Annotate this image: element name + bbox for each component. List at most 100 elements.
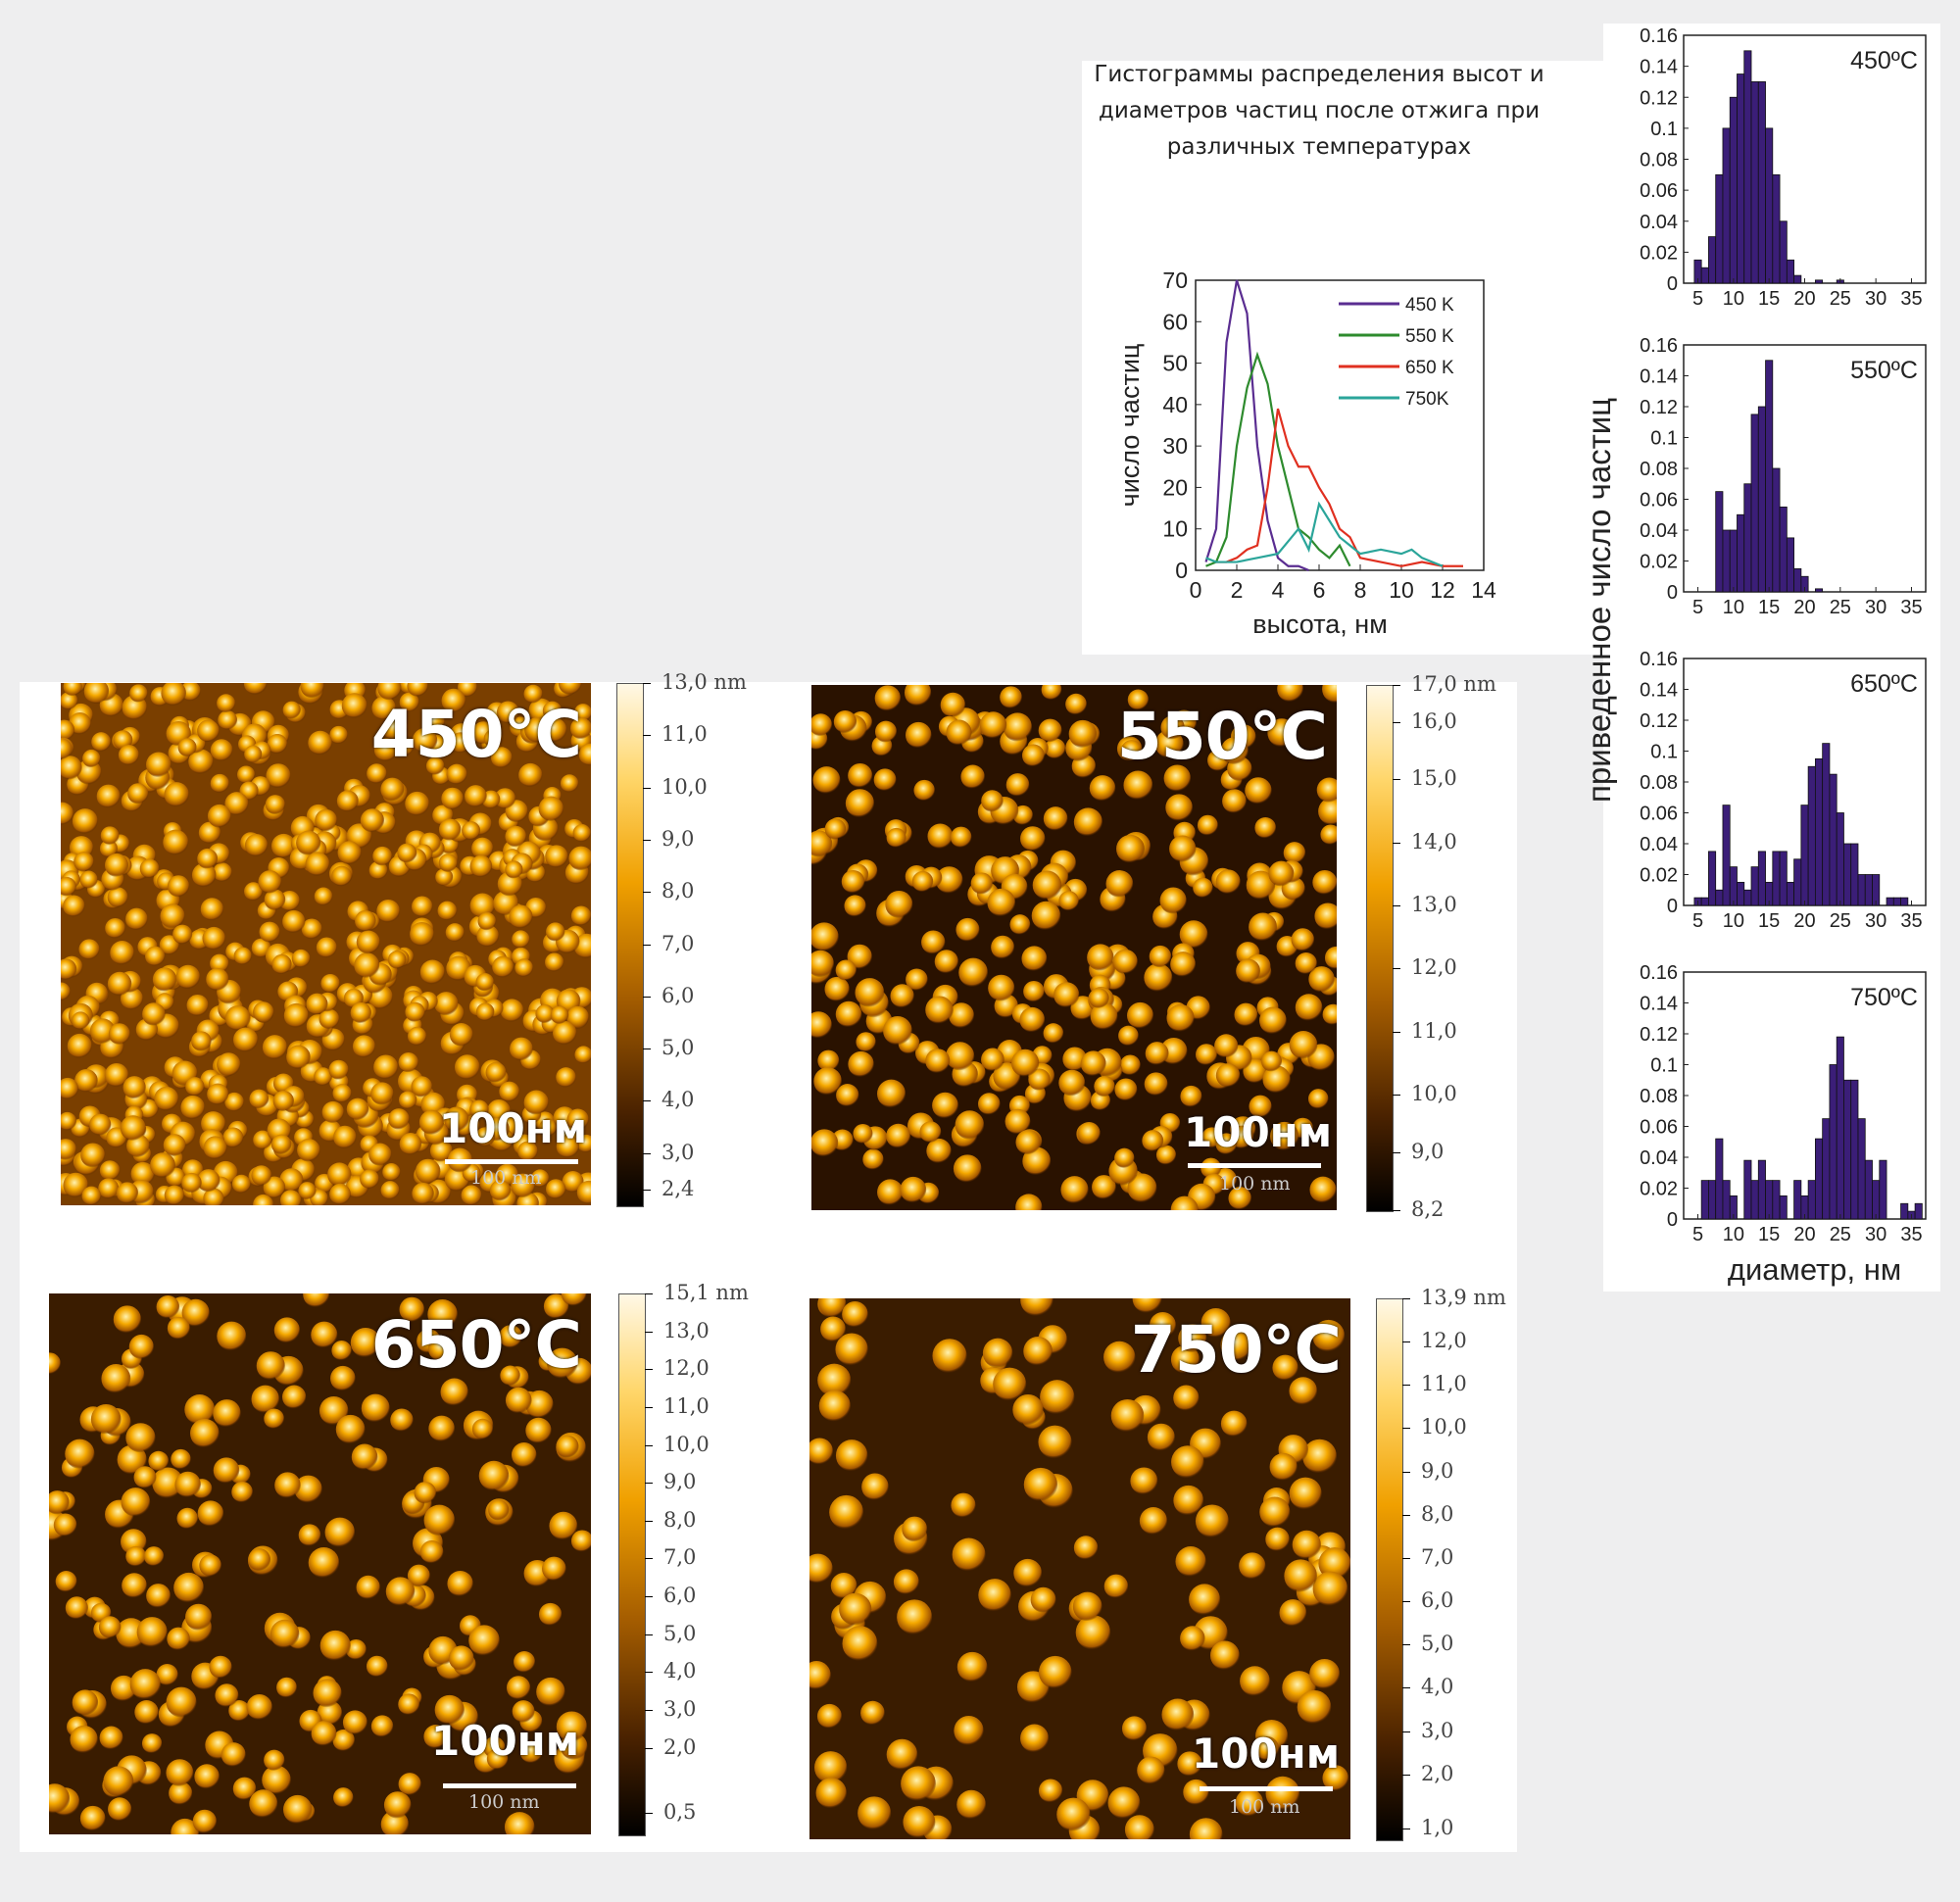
y-tick-label: 0.1 (1650, 119, 1678, 140)
particle (1180, 1626, 1205, 1651)
particle (862, 1148, 884, 1170)
particle (556, 1435, 579, 1458)
particle (167, 1627, 190, 1651)
particle (925, 996, 954, 1024)
y-tick-label: 0.1 (1650, 1055, 1678, 1077)
y-tick-label: 0.08 (1640, 459, 1678, 480)
particle (294, 1475, 322, 1503)
colorbar-label: 2,0 (663, 1734, 697, 1759)
particle (919, 1121, 942, 1144)
particle (853, 1123, 873, 1145)
particle (428, 1336, 454, 1362)
particle (1220, 1410, 1248, 1438)
colorbar-tick (1402, 1471, 1410, 1473)
hist-bar (1793, 567, 1802, 593)
particle (423, 1725, 448, 1749)
particle (524, 717, 550, 743)
particle (1020, 1298, 1054, 1317)
particle (1279, 1599, 1307, 1627)
particle (1214, 1034, 1239, 1058)
colorbar-gradient (616, 683, 644, 1207)
particle (231, 1174, 251, 1194)
particle (1075, 1615, 1111, 1650)
y-axis-label: число частиц (1115, 344, 1145, 508)
particle (812, 766, 841, 795)
colorbar-label: 8,0 (1421, 1501, 1454, 1526)
particle (395, 737, 415, 756)
particle (886, 1123, 911, 1148)
colorbar-tick (645, 1558, 653, 1560)
particle (874, 685, 902, 711)
particle (1297, 1689, 1332, 1725)
particle (315, 808, 338, 832)
series-line (1204, 279, 1309, 572)
particle (877, 1179, 904, 1205)
hist-bar (1814, 279, 1824, 284)
particle (167, 1316, 190, 1340)
particle (468, 1625, 500, 1656)
particle (1268, 860, 1295, 887)
particle (1077, 1122, 1101, 1146)
particle (1322, 1765, 1348, 1791)
x-tick-label: 35 (1900, 597, 1922, 618)
particle (445, 923, 465, 943)
particle (320, 973, 340, 994)
particle (809, 1438, 834, 1465)
particle (542, 701, 563, 721)
particle (1073, 1536, 1099, 1560)
particle (860, 1700, 885, 1726)
particle (549, 1511, 578, 1540)
particle (911, 870, 934, 893)
particle (74, 1069, 98, 1093)
particle (166, 1759, 194, 1787)
particle (113, 1305, 142, 1334)
particle (1265, 1527, 1290, 1552)
particle (1060, 1176, 1089, 1204)
particle (136, 1617, 168, 1648)
hist-bar (1864, 1159, 1873, 1220)
particle (1309, 1658, 1341, 1689)
hist-bar (1914, 1202, 1923, 1220)
particle (509, 904, 533, 929)
colorbar-label: 3,0 (1421, 1718, 1454, 1742)
colorbar-tick (645, 1672, 653, 1674)
particle (91, 732, 112, 753)
particle (454, 1054, 480, 1080)
particle (125, 1545, 147, 1567)
particle (1189, 1584, 1221, 1616)
particle (361, 1393, 390, 1423)
particle (61, 692, 78, 710)
particle (842, 1626, 878, 1662)
particle (815, 1778, 847, 1809)
particle (545, 952, 564, 972)
particle (1170, 951, 1197, 977)
hist-title: 550ºC (1850, 357, 1918, 384)
colorbar-tick (1402, 1514, 1410, 1516)
hist-title: 650ºC (1850, 670, 1918, 698)
particle (110, 941, 134, 965)
legend-label: 650 K (1405, 358, 1454, 378)
particle (279, 1190, 302, 1205)
particle (570, 1530, 591, 1552)
hist-bar (1772, 467, 1781, 593)
y-tick-label: 60 (1162, 309, 1188, 334)
colorbar-tick (1393, 685, 1400, 686)
particle (98, 1616, 122, 1638)
y-tick-label: 0 (1667, 1209, 1678, 1231)
particle (542, 1556, 566, 1582)
particle (1289, 1477, 1322, 1510)
particle (518, 762, 543, 788)
hist-bar (1786, 259, 1795, 284)
particle (177, 738, 197, 757)
x-tick-label: 20 (1793, 1224, 1815, 1245)
particle (217, 694, 236, 713)
particle (1269, 1452, 1298, 1482)
particle (215, 1683, 239, 1708)
particle (903, 1806, 936, 1839)
particle (448, 1645, 474, 1672)
particle (222, 1127, 244, 1148)
x-tick-label: 30 (1865, 1224, 1886, 1245)
particle (446, 763, 467, 785)
particle (1292, 1530, 1321, 1560)
particle (415, 1158, 441, 1185)
